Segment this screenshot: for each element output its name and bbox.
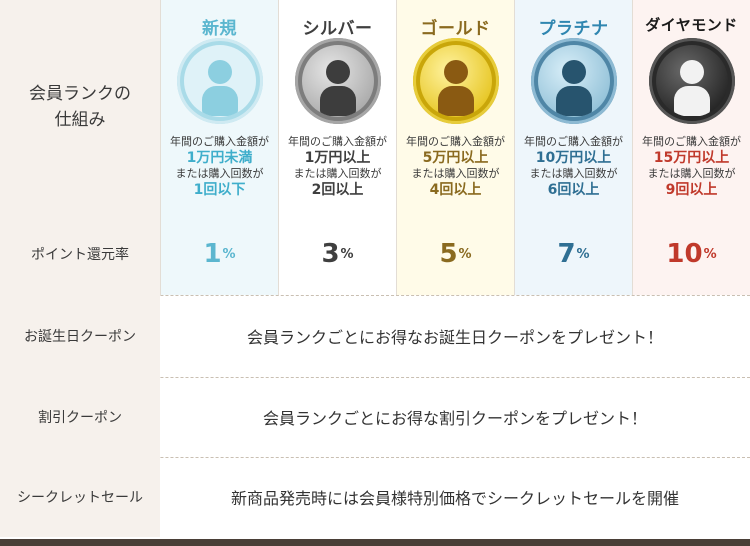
rank-name-gold: ゴールド: [420, 19, 491, 39]
condition-line2: または購入回数が: [411, 167, 500, 180]
secret-sale-row: シークレットセール 新商品発売時には会員様特別価格でシークレットセールを開催: [0, 457, 750, 537]
point-rate-value: 3: [321, 239, 340, 269]
rank-condition-platinum: 年間のご購入金額が 10万円以上 または購入回数が 6回以上: [524, 135, 623, 199]
row-divider: [0, 295, 750, 296]
rank-system-row: 会員ランクの 仕組み 新規 年間のご購入金額が 1万円未満 または購入回数が 1…: [0, 0, 750, 213]
condition-count: 2回以上: [311, 182, 364, 198]
point-rate-row: ポイント還元率 1% 3% 5% 7% 10%: [0, 213, 750, 295]
birthday-coupon-row: お誕生日クーポン 会員ランクごとにお得なお誕生日クーポンをプレゼント！: [0, 295, 750, 377]
condition-line2: または購入回数が: [293, 167, 382, 180]
rank-condition-diamond: 年間のご購入金額が 15万円以上 または購入回数が 9回以上: [642, 135, 741, 199]
condition-count: 4回以上: [429, 182, 482, 198]
rank-column-platinum: プラチナ 年間のご購入金額が 10万円以上 または購入回数が 6回以上: [514, 0, 632, 213]
point-rate-platinum: 7%: [514, 213, 632, 295]
condition-count: 1回以下: [193, 182, 246, 198]
percent-unit: %: [458, 246, 472, 262]
condition-line2: または購入回数が: [529, 167, 618, 180]
person-icon: [294, 38, 381, 124]
rank-column-gold: ゴールド 年間のご購入金額が 5万円以上 または購入回数が 4回以上: [396, 0, 514, 213]
discount-coupon-label: 割引クーポン: [38, 410, 122, 426]
point-rate-value: 1: [203, 239, 222, 269]
condition-amount: 10万円以上: [535, 150, 612, 166]
condition-line1: 年間のご購入金額が: [524, 135, 623, 148]
person-icon: [648, 38, 735, 124]
point-rate-value: 5: [439, 239, 458, 269]
rank-column-diamond: ダイヤモンド 年間のご購入金額が 15万円以上 または購入回数が 9回以上: [632, 0, 750, 213]
percent-unit: %: [576, 246, 590, 262]
secret-sale-text: 新商品発売時には会員様特別価格でシークレットセールを開催: [230, 489, 679, 508]
percent-unit: %: [222, 246, 236, 262]
rank-column-shinki: 新規 年間のご購入金額が 1万円未満 または購入回数が 1回以下: [160, 0, 278, 213]
person-icon: [176, 38, 263, 124]
percent-unit: %: [340, 246, 354, 262]
condition-line1: 年間のご購入金額が: [642, 135, 741, 148]
condition-amount: 1万円未満: [186, 150, 253, 166]
rank-name-shinki: 新規: [202, 19, 237, 39]
point-rate-silver: 3%: [278, 213, 396, 295]
condition-line2: または購入回数が: [647, 167, 736, 180]
condition-amount: 1万円以上: [304, 150, 371, 166]
condition-amount: 5万円以上: [422, 150, 489, 166]
point-rate-value: 10: [666, 239, 703, 269]
birthday-coupon-text: 会員ランクごとにお得なお誕生日クーポンをプレゼント！: [246, 328, 663, 347]
condition-line1: 年間のご購入金額が: [170, 135, 269, 148]
birthday-coupon-label-cell: お誕生日クーポン: [0, 295, 160, 377]
rank-name-diamond: ダイヤモンド: [645, 16, 738, 34]
point-rate-label-cell: ポイント還元率: [0, 213, 160, 295]
rank-name-silver: シルバー: [302, 19, 373, 39]
person-icon: [412, 38, 499, 124]
rank-condition-gold: 年間のご購入金額が 5万円以上 または購入回数が 4回以上: [406, 135, 505, 199]
secret-sale-label: シークレットセール: [17, 490, 143, 506]
rank-condition-shinki: 年間のご購入金額が 1万円未満 または購入回数が 1回以下: [170, 135, 269, 199]
condition-line2: または購入回数が: [175, 167, 264, 180]
birthday-coupon-label: お誕生日クーポン: [24, 329, 136, 345]
rank-name-platinum: プラチナ: [538, 19, 609, 39]
condition-count: 9回以上: [665, 182, 718, 198]
discount-coupon-label-cell: 割引クーポン: [0, 377, 160, 457]
condition-count: 6回以上: [547, 182, 600, 198]
condition-amount: 15万円以上: [653, 150, 730, 166]
point-rate-label: ポイント還元率: [31, 247, 129, 263]
rank-system-label: 会員ランクの 仕組み: [29, 83, 131, 130]
point-rate-value: 7: [557, 239, 576, 269]
person-icon: [530, 38, 617, 124]
discount-coupon-text: 会員ランクごとにお得な割引クーポンをプレゼント！: [262, 409, 647, 428]
point-rate-diamond: 10%: [632, 213, 750, 295]
discount-coupon-row: 割引クーポン 会員ランクごとにお得な割引クーポンをプレゼント！: [0, 377, 750, 457]
point-rate-gold: 5%: [396, 213, 514, 295]
rank-column-silver: シルバー 年間のご購入金額が 1万円以上 または購入回数が 2回以上: [278, 0, 396, 213]
condition-line1: 年間のご購入金額が: [406, 135, 505, 148]
rank-condition-silver: 年間のご購入金額が 1万円以上 または購入回数が 2回以上: [288, 135, 387, 199]
rank-system-label-cell: 会員ランクの 仕組み: [0, 0, 160, 213]
condition-line1: 年間のご購入金額が: [288, 135, 387, 148]
bottom-bar: [0, 539, 750, 546]
row-divider: [0, 457, 750, 458]
point-rate-shinki: 1%: [160, 213, 278, 295]
percent-unit: %: [703, 246, 717, 262]
secret-sale-label-cell: シークレットセール: [0, 457, 160, 537]
row-divider: [0, 377, 750, 378]
